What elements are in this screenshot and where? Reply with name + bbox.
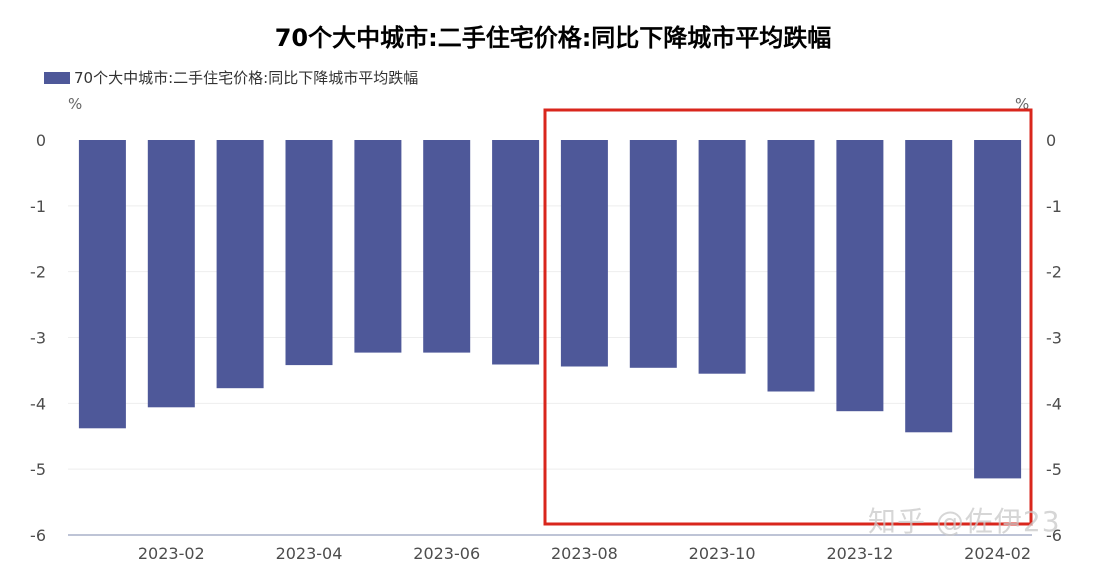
y-tick-label-left: -6 [30, 526, 46, 545]
bar [423, 140, 471, 353]
legend-swatch [44, 71, 70, 84]
y-tick-label-right: -5 [1046, 460, 1062, 479]
bar [905, 140, 953, 433]
bar [354, 140, 402, 353]
bar [285, 140, 333, 366]
y-tick-label-right: -6 [1046, 526, 1062, 545]
y-tick-label-left: -2 [30, 263, 46, 282]
y-tick-label-right: -4 [1046, 394, 1062, 413]
x-tick-label: 2023-12 [826, 544, 893, 563]
x-tick-label: 2023-06 [413, 544, 480, 563]
bar [836, 140, 884, 412]
y-axis-unit-left: % [68, 95, 83, 113]
bar [698, 140, 746, 374]
x-tick-label: 2023-02 [138, 544, 205, 563]
y-tick-label-left: 0 [36, 131, 46, 150]
bar [78, 140, 126, 429]
bar [560, 140, 608, 367]
bar [767, 140, 815, 392]
y-tick-label-right: -1 [1046, 197, 1062, 216]
y-tick-label-left: -4 [30, 394, 46, 413]
legend-label: 70个大中城市:二手住宅价格:同比下降城市平均跌幅 [74, 69, 419, 87]
watermark: 知乎 @佐伊23 [868, 505, 1061, 538]
x-tick-label: 2023-08 [551, 544, 618, 563]
y-tick-label-right: -2 [1046, 263, 1062, 282]
bar [974, 140, 1022, 479]
y-tick-label-left: -5 [30, 460, 46, 479]
x-tick-label: 2023-10 [689, 544, 756, 563]
y-tick-label-right: 0 [1046, 131, 1056, 150]
x-tick-label: 2023-04 [276, 544, 343, 563]
chart-title: 70个大中城市:二手住宅价格:同比下降城市平均跌幅 [274, 24, 832, 52]
legend: 70个大中城市:二手住宅价格:同比下降城市平均跌幅 [44, 67, 418, 88]
y-tick-label-right: -3 [1046, 329, 1062, 348]
x-tick-label: 2024-02 [964, 544, 1031, 563]
bar [216, 140, 264, 389]
bar [147, 140, 195, 408]
y-tick-label-left: -3 [30, 329, 46, 348]
highlight-box [543, 108, 1033, 526]
bar [629, 140, 677, 368]
y-tick-label-left: -1 [30, 197, 46, 216]
bar [492, 140, 540, 365]
